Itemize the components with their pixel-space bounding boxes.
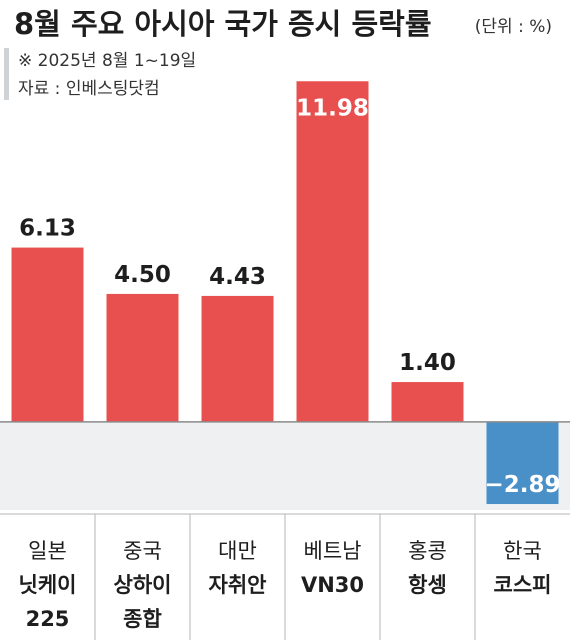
source-note: 자료 : 인베스팅닷컴 (18, 79, 160, 99)
category-label: 225 (26, 607, 70, 631)
bar (201, 295, 274, 422)
category-label: 상하이 (114, 573, 172, 597)
period-note: ※ 2025년 8월 1~19일 (18, 51, 196, 71)
category-label: 홍콩 (408, 539, 447, 563)
data-label: 11.98 (296, 95, 369, 121)
chart-title: 8월 주요 아시아 국가 증시 등락률 (14, 7, 432, 41)
category-label: VN30 (301, 573, 364, 597)
data-label: 1.40 (399, 350, 456, 376)
category-label: 대만 (218, 539, 257, 563)
bar (11, 247, 84, 422)
category-label: 닛케이 (19, 573, 77, 597)
data-label: −2.89 (484, 472, 560, 498)
data-label: 4.50 (114, 262, 171, 288)
category-label: 한국 (503, 539, 542, 563)
note-accent-bar (4, 48, 9, 100)
category-label: 항셍 (408, 573, 447, 597)
category-label: 코스피 (494, 573, 552, 597)
data-label: 4.43 (209, 264, 266, 290)
bar (296, 81, 369, 422)
category-label: 자취안 (209, 573, 267, 597)
data-label: 6.13 (19, 216, 76, 242)
bar (486, 421, 559, 505)
negative-region (0, 421, 570, 510)
category-label: 중국 (123, 539, 162, 563)
category-label: 종합 (123, 607, 162, 631)
unit-note: (단위 : %) (475, 17, 552, 37)
category-label: 베트남 (304, 539, 362, 563)
bar (391, 382, 464, 422)
bar (106, 293, 179, 422)
category-label: 일본 (28, 539, 67, 563)
